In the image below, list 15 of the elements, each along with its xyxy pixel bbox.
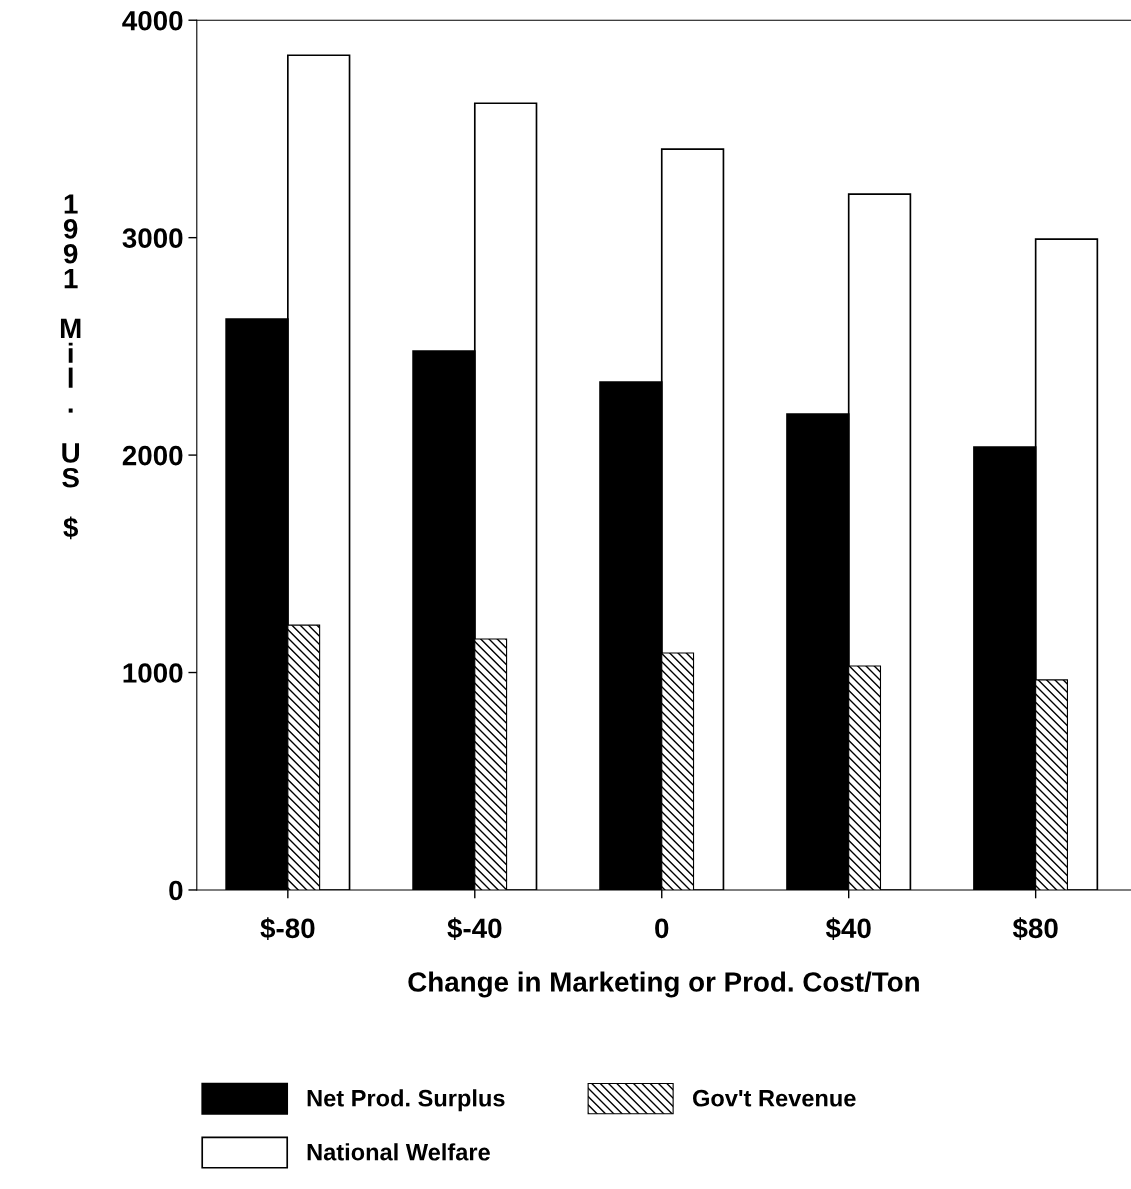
x-axis-title: Change in Marketing or Prod. Cost/Ton: [408, 971, 919, 998]
x-tick-label: $-40: [447, 917, 502, 940]
y-tick-label: 4000: [122, 10, 183, 31]
y-tick-label: 3000: [122, 228, 183, 249]
legend-label: Net Prod. Surplus: [307, 1089, 505, 1112]
x-tick-label: $80: [1012, 917, 1058, 940]
legend-label: Gov't Revenue: [692, 1089, 856, 1107]
legend-label: National Welfare: [307, 1143, 490, 1161]
x-tick-label: $-80: [260, 917, 315, 940]
y-tick-label: 0: [169, 880, 183, 901]
text: 1991 Mil. US $: [60, 194, 81, 540]
y-tick-label: 1000: [123, 663, 183, 683]
x-tick-label: $40: [825, 917, 871, 940]
y-tick-label: 2000: [122, 445, 183, 466]
x-tick-label: 0: [655, 918, 669, 939]
